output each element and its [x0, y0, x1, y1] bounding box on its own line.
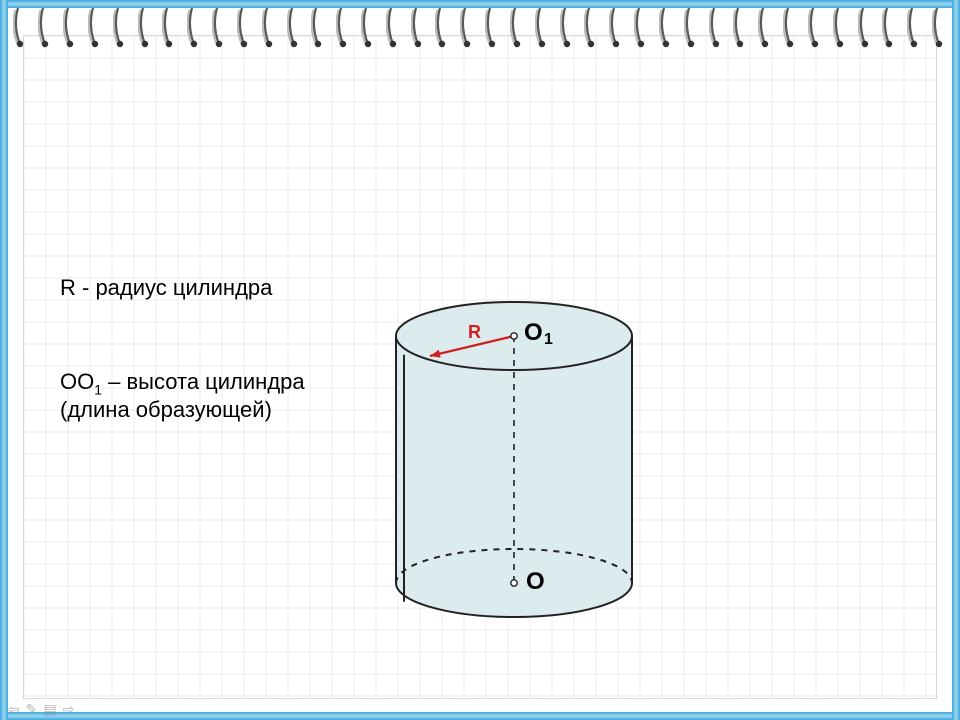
- spiral-ring: [584, 8, 598, 50]
- nav-menu-icon[interactable]: ▤: [43, 701, 56, 718]
- spiral-ring: [361, 8, 375, 50]
- spiral-ring: [138, 8, 152, 50]
- spiral-ring: [932, 8, 946, 50]
- spiral-ring: [88, 8, 102, 50]
- spiral-ring: [113, 8, 127, 50]
- spiral-ring: [460, 8, 474, 50]
- spiral-ring: [13, 8, 27, 50]
- spiral-ring: [758, 8, 772, 50]
- nav-back-icon[interactable]: ⇦: [8, 701, 20, 718]
- frame-top: [0, 0, 960, 8]
- spiral-ring: [485, 8, 499, 50]
- spiral-ring: [411, 8, 425, 50]
- spiral-ring: [38, 8, 52, 50]
- height-prefix: ОО: [60, 369, 94, 394]
- spiral-binding: [8, 8, 952, 64]
- spiral-ring: [783, 8, 797, 50]
- spiral-ring: [560, 8, 574, 50]
- nav-forward-icon[interactable]: ⇨: [63, 701, 75, 718]
- height-suffix: – высота цилиндра: [102, 369, 305, 394]
- spiral-ring: [435, 8, 449, 50]
- svg-text:R: R: [468, 322, 481, 342]
- height-subscript: 1: [94, 381, 102, 397]
- spiral-ring: [386, 8, 400, 50]
- spiral-ring: [659, 8, 673, 50]
- spiral-ring: [833, 8, 847, 50]
- spiral-ring: [311, 8, 325, 50]
- spiral-ring: [262, 8, 276, 50]
- spiral-ring: [858, 8, 872, 50]
- spiral-ring: [709, 8, 723, 50]
- svg-text:О: О: [524, 319, 543, 346]
- spiral-ring: [162, 8, 176, 50]
- spiral-ring: [684, 8, 698, 50]
- spiral-ring: [808, 8, 822, 50]
- spiral-ring: [336, 8, 350, 50]
- spiral-ring: [287, 8, 301, 50]
- spiral-ring: [634, 8, 648, 50]
- svg-text:О: О: [526, 568, 545, 595]
- nav-controls: ⇦ ✎ ▤ ⇨: [8, 700, 74, 718]
- spiral-ring: [609, 8, 623, 50]
- frame-left: [0, 0, 8, 720]
- spiral-ring: [237, 8, 251, 50]
- radius-definition: R - радиус цилиндра: [60, 274, 272, 303]
- spiral-ring: [733, 8, 747, 50]
- spiral-ring: [907, 8, 921, 50]
- nav-pen-icon[interactable]: ✎: [26, 701, 38, 718]
- frame-right: [952, 0, 960, 720]
- spiral-ring: [63, 8, 77, 50]
- spiral-ring: [882, 8, 896, 50]
- height-definition-line1: ОО1 – высота цилиндра: [60, 368, 305, 399]
- spiral-ring: [212, 8, 226, 50]
- frame-bottom: [0, 712, 960, 720]
- spiral-ring: [535, 8, 549, 50]
- slide-page: R - радиус цилиндра ОО1 – высота цилиндр…: [0, 0, 960, 720]
- height-definition-line2: (длина образующей): [60, 396, 272, 425]
- spiral-ring: [187, 8, 201, 50]
- svg-text:1: 1: [544, 331, 553, 348]
- cylinder-diagram: RО1О: [384, 288, 674, 638]
- notebook-paper: R - радиус цилиндра ОО1 – высота цилиндр…: [24, 36, 936, 698]
- spiral-ring: [510, 8, 524, 50]
